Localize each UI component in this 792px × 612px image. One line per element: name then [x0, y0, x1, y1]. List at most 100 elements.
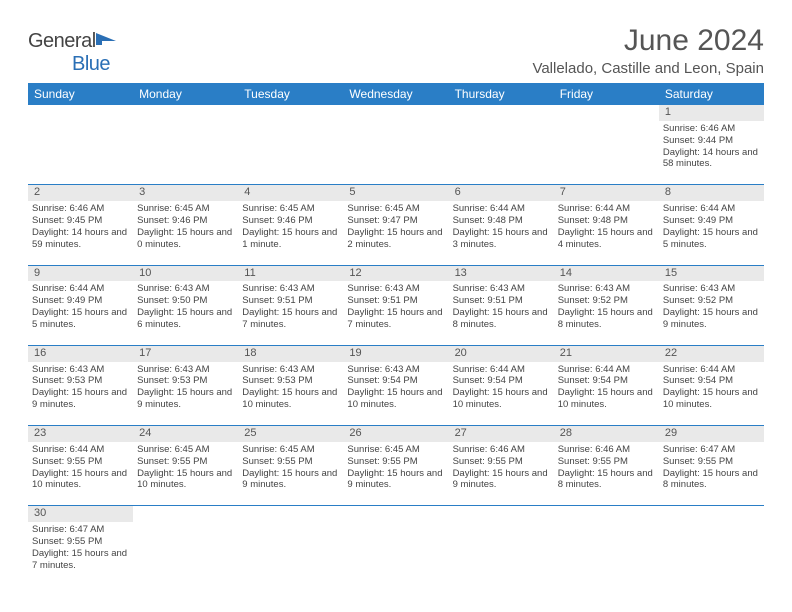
daylight-text: Daylight: 15 hours and 10 minutes. [32, 468, 129, 492]
day-cell: Sunrise: 6:44 AMSunset: 9:54 PMDaylight:… [554, 362, 659, 426]
weekday-header: Monday [133, 83, 238, 105]
sunset-text: Sunset: 9:51 PM [242, 295, 339, 307]
daylight-text: Daylight: 15 hours and 10 minutes. [558, 387, 655, 411]
day-number-row: 23242526272829 [28, 426, 764, 442]
day-cell: Sunrise: 6:43 AMSunset: 9:53 PMDaylight:… [28, 362, 133, 426]
day-number: 8 [659, 185, 764, 201]
sunset-text: Sunset: 9:52 PM [663, 295, 760, 307]
day-number: 22 [659, 345, 764, 361]
daylight-text: Daylight: 14 hours and 59 minutes. [32, 227, 129, 251]
daylight-text: Daylight: 15 hours and 7 minutes. [347, 307, 444, 331]
month-title: June 2024 [532, 24, 764, 58]
sunset-text: Sunset: 9:52 PM [558, 295, 655, 307]
sunset-text: Sunset: 9:46 PM [242, 215, 339, 227]
sunset-text: Sunset: 9:45 PM [32, 215, 129, 227]
sunset-text: Sunset: 9:55 PM [242, 456, 339, 468]
empty-cell [449, 506, 554, 522]
day-cell: Sunrise: 6:45 AMSunset: 9:47 PMDaylight:… [343, 201, 448, 265]
day-cell: Sunrise: 6:46 AMSunset: 9:55 PMDaylight:… [449, 442, 554, 506]
sunset-text: Sunset: 9:54 PM [558, 375, 655, 387]
empty-cell [343, 121, 448, 185]
day-cell: Sunrise: 6:46 AMSunset: 9:45 PMDaylight:… [28, 201, 133, 265]
day-cell: Sunrise: 6:44 AMSunset: 9:49 PMDaylight:… [28, 281, 133, 345]
sunrise-text: Sunrise: 6:47 AM [32, 524, 129, 536]
day-number-row: 2345678 [28, 185, 764, 201]
day-content-row: Sunrise: 6:43 AMSunset: 9:53 PMDaylight:… [28, 362, 764, 426]
day-cell: Sunrise: 6:43 AMSunset: 9:51 PMDaylight:… [343, 281, 448, 345]
sunset-text: Sunset: 9:54 PM [347, 375, 444, 387]
daylight-text: Daylight: 14 hours and 58 minutes. [663, 147, 760, 171]
sunrise-text: Sunrise: 6:43 AM [558, 283, 655, 295]
day-number: 23 [28, 426, 133, 442]
empty-cell [133, 522, 238, 586]
weekday-header: Sunday [28, 83, 133, 105]
sunset-text: Sunset: 9:55 PM [663, 456, 760, 468]
day-number: 3 [133, 185, 238, 201]
calendar-header-row: SundayMondayTuesdayWednesdayThursdayFrid… [28, 83, 764, 105]
sunrise-text: Sunrise: 6:45 AM [347, 203, 444, 215]
day-number: 2 [28, 185, 133, 201]
day-cell: Sunrise: 6:46 AMSunset: 9:44 PMDaylight:… [659, 121, 764, 185]
day-number: 24 [133, 426, 238, 442]
sunrise-text: Sunrise: 6:43 AM [137, 283, 234, 295]
sunrise-text: Sunrise: 6:45 AM [347, 444, 444, 456]
day-cell: Sunrise: 6:45 AMSunset: 9:55 PMDaylight:… [133, 442, 238, 506]
daylight-text: Daylight: 15 hours and 10 minutes. [137, 468, 234, 492]
empty-cell [659, 522, 764, 586]
sunrise-text: Sunrise: 6:44 AM [32, 283, 129, 295]
empty-cell [343, 522, 448, 586]
daylight-text: Daylight: 15 hours and 5 minutes. [32, 307, 129, 331]
day-content-row: Sunrise: 6:44 AMSunset: 9:49 PMDaylight:… [28, 281, 764, 345]
day-number: 4 [238, 185, 343, 201]
day-cell: Sunrise: 6:44 AMSunset: 9:48 PMDaylight:… [554, 201, 659, 265]
sunset-text: Sunset: 9:55 PM [347, 456, 444, 468]
day-number: 16 [28, 345, 133, 361]
day-cell: Sunrise: 6:43 AMSunset: 9:54 PMDaylight:… [343, 362, 448, 426]
day-content-row: Sunrise: 6:44 AMSunset: 9:55 PMDaylight:… [28, 442, 764, 506]
daylight-text: Daylight: 15 hours and 7 minutes. [32, 548, 129, 572]
daylight-text: Daylight: 15 hours and 9 minutes. [242, 468, 339, 492]
day-number: 18 [238, 345, 343, 361]
flag-icon [96, 30, 118, 53]
day-number: 1 [659, 105, 764, 121]
brand-name-b: Blue [72, 53, 110, 75]
sunset-text: Sunset: 9:54 PM [663, 375, 760, 387]
day-number: 13 [449, 265, 554, 281]
sunrise-text: Sunrise: 6:46 AM [558, 444, 655, 456]
empty-cell [133, 506, 238, 522]
day-number: 7 [554, 185, 659, 201]
empty-cell [238, 522, 343, 586]
empty-cell [133, 121, 238, 185]
sunrise-text: Sunrise: 6:46 AM [453, 444, 550, 456]
daylight-text: Daylight: 15 hours and 1 minute. [242, 227, 339, 251]
calendar-page: GeneralBlue June 2024 Vallelado, Castill… [0, 0, 792, 610]
day-cell: Sunrise: 6:44 AMSunset: 9:54 PMDaylight:… [659, 362, 764, 426]
day-cell: Sunrise: 6:43 AMSunset: 9:51 PMDaylight:… [238, 281, 343, 345]
daylight-text: Daylight: 15 hours and 0 minutes. [137, 227, 234, 251]
empty-cell [554, 105, 659, 121]
daylight-text: Daylight: 15 hours and 9 minutes. [32, 387, 129, 411]
sunrise-text: Sunrise: 6:44 AM [663, 203, 760, 215]
sunrise-text: Sunrise: 6:43 AM [453, 283, 550, 295]
day-cell: Sunrise: 6:47 AMSunset: 9:55 PMDaylight:… [28, 522, 133, 586]
daylight-text: Daylight: 15 hours and 8 minutes. [558, 307, 655, 331]
empty-cell [449, 105, 554, 121]
sunrise-text: Sunrise: 6:44 AM [453, 364, 550, 376]
weekday-header: Friday [554, 83, 659, 105]
sunrise-text: Sunrise: 6:44 AM [558, 203, 655, 215]
calendar-body: 1Sunrise: 6:46 AMSunset: 9:44 PMDaylight… [28, 105, 764, 586]
sunrise-text: Sunrise: 6:43 AM [137, 364, 234, 376]
empty-cell [343, 105, 448, 121]
sunrise-text: Sunrise: 6:46 AM [663, 123, 760, 135]
day-number: 30 [28, 506, 133, 522]
title-block: June 2024 Vallelado, Castille and Leon, … [532, 24, 764, 77]
day-number-row: 9101112131415 [28, 265, 764, 281]
weekday-header: Tuesday [238, 83, 343, 105]
sunset-text: Sunset: 9:55 PM [137, 456, 234, 468]
empty-cell [133, 105, 238, 121]
daylight-text: Daylight: 15 hours and 9 minutes. [137, 387, 234, 411]
day-number: 19 [343, 345, 448, 361]
day-number-row: 1 [28, 105, 764, 121]
day-number: 14 [554, 265, 659, 281]
sunset-text: Sunset: 9:51 PM [453, 295, 550, 307]
